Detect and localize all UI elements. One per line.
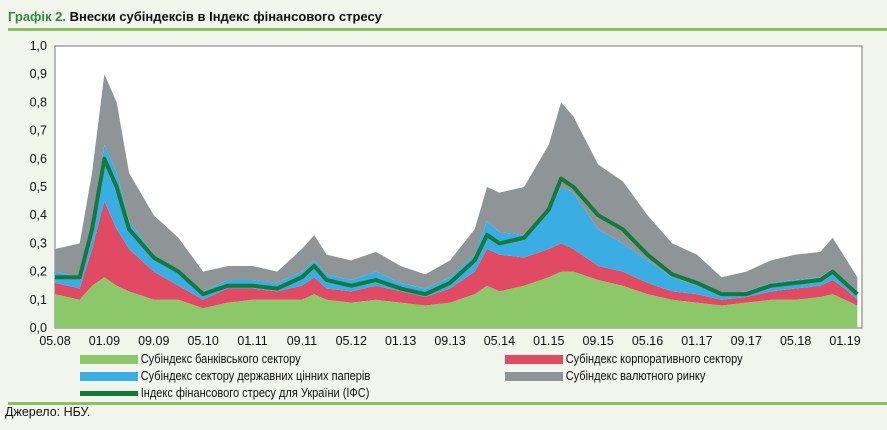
y-tick-label: 0,1 <box>30 293 47 307</box>
chart-title-text: Внески субіндексів в Індекс фінансового … <box>69 9 382 24</box>
chart-number: Графік 2. <box>8 9 66 24</box>
x-tick-label: 01.09 <box>89 334 120 345</box>
x-tick-label: 05.14 <box>484 334 515 345</box>
legend-gov-securities: Субіндекс сектору державних цінних папер… <box>80 369 370 383</box>
legend-label: Субіндекс сектору державних цінних папер… <box>140 369 371 383</box>
y-tick-label: 0,6 <box>30 152 47 166</box>
x-tick-label: 09.13 <box>434 334 465 345</box>
legend-label: Субіндекс корпоративного сектору <box>565 352 743 366</box>
x-tick-label: 09.11 <box>287 334 317 345</box>
y-tick-label: 0,5 <box>30 180 47 194</box>
legend-label: Субіндекс банківського сектору <box>140 352 301 366</box>
y-tick-label: 0,8 <box>30 95 47 109</box>
x-tick-label: 05.10 <box>187 334 218 345</box>
y-tick-label: 0,2 <box>30 265 47 279</box>
area-series-3 <box>55 74 858 295</box>
x-tick-label: 01.15 <box>533 334 564 345</box>
y-tick-label: 0,3 <box>30 236 47 250</box>
ifs-line <box>55 156 859 297</box>
top-divider <box>8 28 887 31</box>
x-tick-label: 05.12 <box>336 334 367 345</box>
legend-label: Субіндекс валютного ринку <box>565 369 706 383</box>
x-tick-label: 05.18 <box>780 334 811 345</box>
x-tick-label: 05.16 <box>632 334 663 345</box>
x-tick-label: 05.08 <box>39 334 70 345</box>
legend-swatch-fx <box>505 371 564 381</box>
bottom-divider <box>8 402 887 405</box>
legend-fx: Субіндекс валютного ринку <box>505 369 705 383</box>
x-tick-label: 09.09 <box>138 334 169 345</box>
y-tick-label: 0,7 <box>30 124 47 138</box>
area-series-0 <box>55 271 858 328</box>
y-tick-label: 0,0 <box>30 321 47 335</box>
y-tick-label: 0,9 <box>30 67 47 81</box>
legend-corporate: Субіндекс корпоративного сектору <box>505 352 743 366</box>
area-series-1 <box>55 201 858 309</box>
legend-ifs: Індекс фінансового стресу для України (І… <box>80 386 369 400</box>
x-tick-label: 01.13 <box>385 334 416 345</box>
y-tick-label: 1,0 <box>30 39 47 53</box>
x-tick-label: 09.17 <box>731 334 762 345</box>
legend-label: Індекс фінансового стресу для України (І… <box>140 386 370 400</box>
legend-swatch-gov <box>80 371 139 381</box>
y-tick-label: 0,4 <box>30 208 47 222</box>
x-tick-label: 01.11 <box>237 334 267 345</box>
legend-swatch-corporate <box>505 354 564 364</box>
legend-banking: Субіндекс банківського сектору <box>80 352 301 366</box>
x-tick-label: 01.19 <box>829 334 860 345</box>
legend-swatch-ifs <box>80 390 139 396</box>
chart: 0,0 0,1 0,2 0,3 0,4 0,5 0,6 0,7 0,8 0,9 1,0 05.08 01… <box>30 39 863 345</box>
chart-title: Графік 2. Внески субіндексів в Індекс фі… <box>8 9 382 24</box>
x-tick-label: 09.15 <box>582 334 613 345</box>
x-tick-label: 01.17 <box>681 334 712 345</box>
legend-swatch-banking <box>80 354 139 364</box>
source-note: Джерело: НБУ. <box>5 405 91 419</box>
